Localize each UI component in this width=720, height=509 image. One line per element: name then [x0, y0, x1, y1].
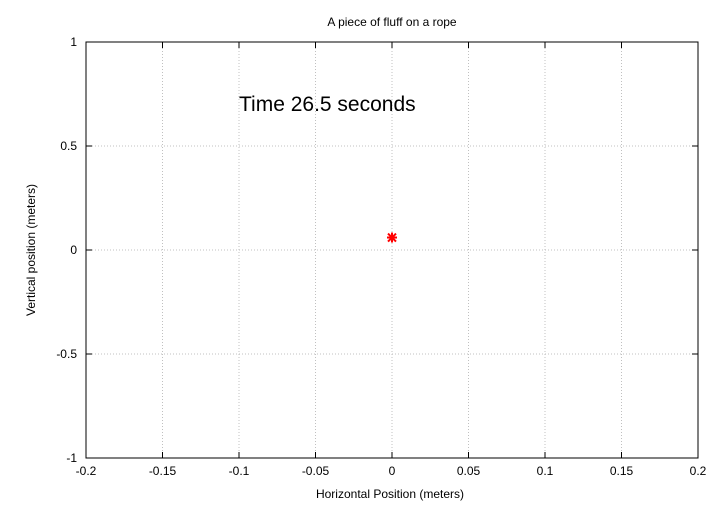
- x-tick-label: 0.15: [610, 464, 634, 478]
- data-point: [387, 232, 397, 243]
- chart-title: A piece of fluff on a rope: [327, 15, 457, 29]
- x-tick-label: -0.15: [149, 464, 177, 478]
- x-axis-label: Horizontal Position (meters): [316, 487, 464, 501]
- x-tick-label: -0.2: [76, 464, 97, 478]
- y-tick-label: -0.5: [56, 347, 77, 361]
- y-tick-label: 0.5: [60, 139, 77, 153]
- y-axis-label: Vertical position (meters): [24, 184, 38, 316]
- x-tick-label: -0.05: [302, 464, 330, 478]
- plot-frame: [85, 41, 699, 459]
- x-tick-label: 0.2: [690, 464, 707, 478]
- y-tick-label: 0: [70, 243, 77, 257]
- y-tick-label: 1: [70, 35, 77, 49]
- x-tick-label: 0: [389, 464, 396, 478]
- x-tick-label: -0.1: [229, 464, 250, 478]
- x-tick-label: 0.1: [537, 464, 554, 478]
- x-tick-label: 0.05: [457, 464, 481, 478]
- time-annotation: Time 26.5 seconds: [239, 93, 416, 116]
- data-point-stroke: [387, 232, 397, 243]
- y-tick-label: -1: [66, 451, 77, 465]
